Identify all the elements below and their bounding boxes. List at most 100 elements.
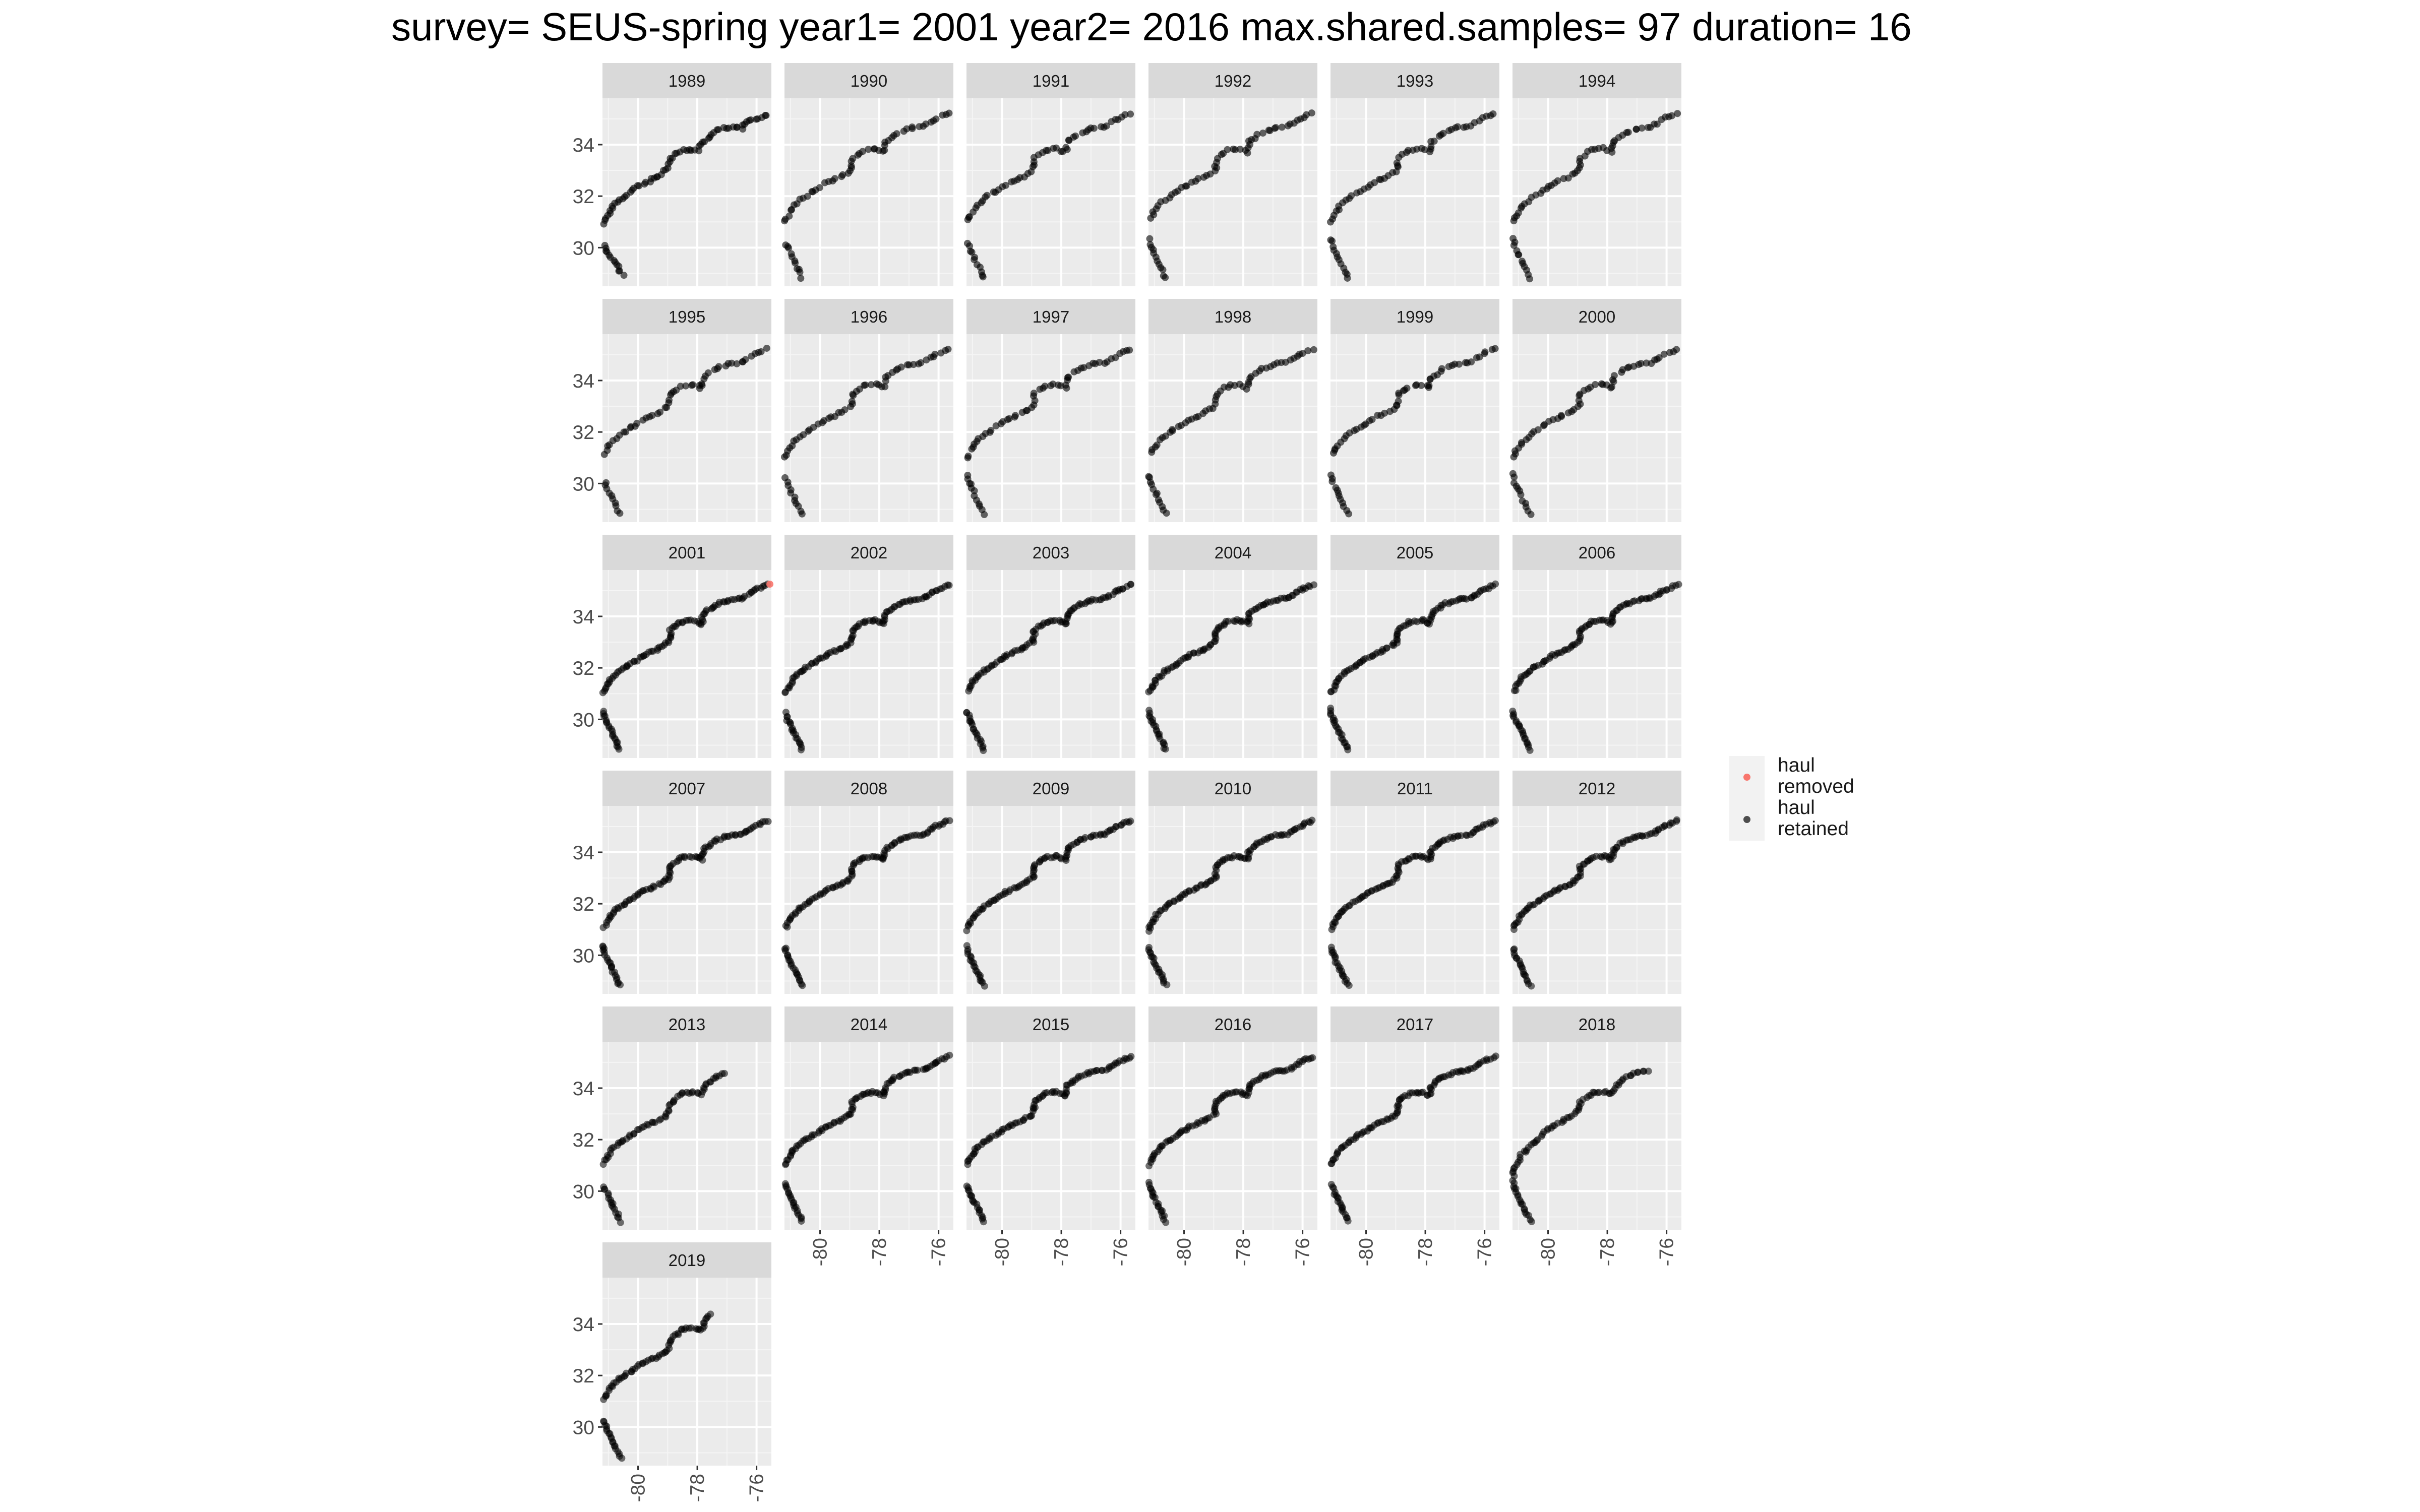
- point-haul-retained: [599, 942, 607, 950]
- point-haul-retained: [831, 175, 838, 182]
- facet-strip: [784, 299, 953, 334]
- point-haul-retained: [945, 582, 953, 589]
- point-haul-retained: [602, 479, 610, 486]
- point-haul-retained: [713, 126, 721, 134]
- point-haul-retained: [1653, 120, 1661, 128]
- point-haul-retained: [1430, 138, 1438, 145]
- facet-strip: [1330, 63, 1499, 98]
- facet-strip: [1512, 1006, 1681, 1042]
- facet-strip: [602, 535, 771, 570]
- legend-label-retained: haul retained: [1778, 797, 1849, 840]
- point-haul-retained: [785, 212, 793, 220]
- facet-strip: [966, 1006, 1135, 1042]
- point-haul-retained: [764, 817, 772, 825]
- point-haul-retained: [797, 275, 805, 282]
- facet-panel-2008: 2008: [781, 771, 953, 994]
- point-haul-retained: [964, 472, 972, 479]
- y-tick-label: 30: [573, 1417, 594, 1438]
- facet-strip: [1148, 63, 1317, 98]
- point-haul-retained: [600, 1417, 608, 1425]
- point-haul-retained: [1645, 1067, 1652, 1075]
- point-haul-retained: [1634, 1068, 1642, 1076]
- chart-title: survey= SEUS-spring year1= 2001 year2= 2…: [391, 5, 1912, 49]
- point-haul-retained: [1476, 353, 1483, 361]
- facet-strip: [784, 63, 953, 98]
- panel-background: [1512, 1042, 1681, 1230]
- x-tick-label: -78: [1597, 1238, 1618, 1266]
- y-tick-label: 32: [573, 1365, 594, 1387]
- facet-panel-2012: 2012: [1510, 771, 1681, 994]
- point-haul-retained: [1510, 945, 1518, 953]
- facet-label: 2007: [669, 779, 705, 798]
- point-haul-retained: [1668, 112, 1676, 119]
- point-haul-retained: [1126, 346, 1133, 354]
- point-haul-retained: [1072, 132, 1079, 140]
- point-haul-retained: [1011, 412, 1019, 419]
- point-haul-retained: [945, 109, 953, 117]
- y-tick-label: 32: [573, 658, 594, 679]
- point-haul-retained: [1518, 258, 1526, 265]
- point-haul-retained: [963, 1182, 971, 1190]
- facet-label: 1992: [1215, 72, 1251, 90]
- point-haul-retained: [650, 884, 658, 891]
- point-haul-retained: [1673, 346, 1680, 353]
- point-haul-retained: [1368, 416, 1376, 423]
- point-haul-retained: [1558, 413, 1565, 420]
- point-haul-retained: [1096, 358, 1103, 366]
- facet-strip: [1148, 1006, 1317, 1042]
- point-haul-retained: [1575, 397, 1583, 404]
- point-haul-retained: [1513, 247, 1521, 255]
- facet-label: 2015: [1033, 1015, 1069, 1034]
- y-tick-label: 34: [573, 135, 594, 156]
- facet-strip: [784, 535, 953, 570]
- facet-strip: [784, 771, 953, 806]
- point-haul-removed: [766, 581, 774, 588]
- point-haul-retained: [804, 193, 811, 200]
- point-haul-retained: [1489, 110, 1497, 118]
- facet-strip: [1512, 535, 1681, 570]
- facet-label: 2002: [851, 543, 887, 562]
- point-haul-retained: [1127, 110, 1134, 118]
- point-haul-retained: [983, 192, 991, 199]
- point-haul-retained: [1304, 347, 1312, 354]
- point-haul-retained: [1425, 382, 1433, 390]
- point-haul-retained: [849, 155, 857, 162]
- x-tick-label: -78: [1233, 1238, 1254, 1266]
- point-haul-retained: [1145, 943, 1153, 951]
- facet-strip: [1330, 771, 1499, 806]
- point-haul-retained: [763, 344, 770, 352]
- facet-panel-2018: 2018 -80 -78 -76: [1509, 1006, 1681, 1266]
- facet-strip: [602, 771, 771, 806]
- x-tick-label: -78: [1051, 1238, 1072, 1266]
- facet-panel-1991: 1991: [963, 63, 1135, 286]
- x-tick-label: -78: [1415, 1238, 1436, 1266]
- point-haul-retained: [1439, 130, 1447, 137]
- legend-dot-retained: [1743, 816, 1750, 823]
- facet-strip: [966, 299, 1135, 334]
- point-haul-retained: [987, 427, 995, 434]
- facet-strip: [1512, 771, 1681, 806]
- facet-strip: [602, 1242, 771, 1278]
- facet-label: 2000: [1579, 307, 1615, 326]
- facet-panel-1989: 1989 30 32 34: [573, 63, 771, 286]
- x-tick-label: -80: [1174, 1238, 1195, 1266]
- facet-label: 2006: [1579, 543, 1615, 562]
- point-haul-retained: [917, 359, 925, 366]
- legend-label-removed: haul removed: [1778, 754, 1854, 797]
- facet-panel-2004: 2004: [1145, 535, 1318, 758]
- point-haul-retained: [620, 272, 628, 279]
- point-haul-retained: [1519, 497, 1526, 505]
- x-tick-label: -76: [1110, 1238, 1132, 1266]
- point-haul-retained: [1332, 484, 1340, 491]
- point-haul-retained: [1127, 581, 1134, 588]
- facet-label: 2005: [1397, 543, 1433, 562]
- facet-panel-2019: 2019 30 32 34 -80 -78 -76: [573, 1242, 771, 1502]
- point-haul-retained: [677, 383, 684, 390]
- point-haul-retained: [1381, 409, 1388, 417]
- facet-label: 1999: [1397, 307, 1433, 326]
- point-haul-retained: [1253, 131, 1261, 138]
- point-haul-retained: [682, 382, 690, 390]
- point-haul-retained: [648, 412, 656, 419]
- point-haul-retained: [1455, 360, 1463, 368]
- x-tick-label: -76: [928, 1238, 950, 1266]
